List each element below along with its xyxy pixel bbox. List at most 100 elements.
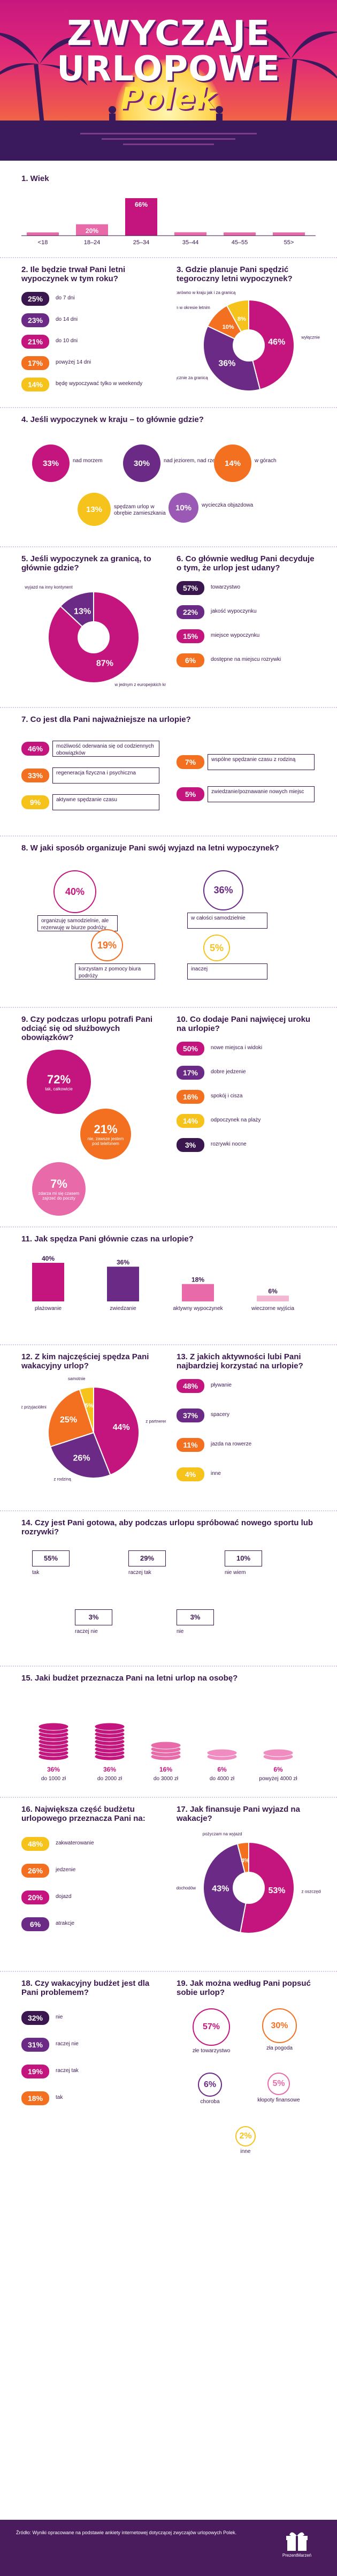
q18-label: raczej nie bbox=[56, 2041, 79, 2047]
q10-pct: 3% bbox=[177, 1138, 204, 1152]
q1-tick-label: 35–44 bbox=[182, 239, 199, 246]
q6-pct: 57% bbox=[177, 581, 204, 595]
q12-slice-label: z przyjaciółmi bbox=[21, 1405, 47, 1410]
q4-bubble: 14% bbox=[214, 445, 251, 482]
q16-label: jedzenie bbox=[56, 1867, 76, 1873]
q17-slice-label: z bieżących dochodów bbox=[177, 1886, 196, 1890]
q8-bubble: 19% bbox=[91, 929, 123, 961]
q11-bar-value: 18% bbox=[192, 1276, 204, 1284]
q3-donut-hole bbox=[233, 329, 265, 361]
q1-tick-label: <18 bbox=[38, 239, 48, 246]
q10-label: spokój i cisza bbox=[211, 1093, 243, 1099]
q19-label: złe towarzystwo bbox=[192, 2048, 231, 2054]
q19-label: inne bbox=[240, 2149, 251, 2155]
q9-bubble: 72% tak, całkowicie bbox=[27, 1050, 91, 1114]
q1-bar bbox=[27, 232, 59, 236]
q5-slice-value: 87% bbox=[96, 659, 113, 668]
q12-slice-value: 25% bbox=[60, 1415, 77, 1425]
q15-coin-chart: 36% do 1000 zł 36% do 2000 zł 16% do 3000 zł 6… bbox=[38, 1722, 297, 1782]
logo: PrezentMarzeń bbox=[278, 2530, 316, 2558]
q1-bar bbox=[273, 232, 305, 236]
q12-slice bbox=[48, 1388, 95, 1448]
q11-bar-value: 40% bbox=[42, 1255, 55, 1262]
q12-slice bbox=[49, 1432, 111, 1479]
q8-label: inaczej bbox=[187, 963, 267, 980]
q12-slice-label: samotnie bbox=[68, 1376, 86, 1381]
q17-slice-value: 43% bbox=[212, 1885, 229, 1894]
q1-bar-value: 4% bbox=[235, 235, 244, 243]
q12-slice bbox=[79, 1386, 94, 1433]
q9-pct: 72% bbox=[47, 1072, 71, 1086]
q5-slice-label: w jednym z europejskich krajów bbox=[114, 682, 166, 687]
q2-label: będę wypoczywać tylko w weekendy bbox=[56, 381, 143, 387]
q3-slice-label: wyłącznie za granicą bbox=[177, 375, 208, 380]
q13-label: spacery bbox=[211, 1412, 230, 1418]
q15-bar-value: 6% bbox=[273, 1766, 283, 1773]
q18-label: raczej tak bbox=[56, 2068, 79, 2074]
q12-slice-value: 26% bbox=[73, 1454, 90, 1463]
q7-label: wspólne spędzanie czasu z rodziną bbox=[208, 754, 315, 770]
q9-pct: 21% bbox=[94, 1122, 118, 1136]
q10-title: 10. Co dodaje Pani najwięcej uroku na ur… bbox=[177, 1015, 311, 1033]
q16-pct: 26% bbox=[21, 1864, 49, 1878]
q14-label: raczej tak bbox=[128, 1570, 151, 1576]
q9-title: 9. Czy podczas urlopu potrafi Pani odcią… bbox=[21, 1015, 153, 1042]
q2-pct: 23% bbox=[21, 313, 49, 327]
q14-pct: 55% bbox=[32, 1550, 70, 1566]
q11-tick-label: wieczorne wyjścia bbox=[251, 1306, 294, 1312]
q3-slice bbox=[248, 299, 295, 390]
q2-pct: 21% bbox=[21, 335, 49, 349]
q17-slice-label: pożyczam na wyjazd bbox=[203, 1832, 242, 1836]
q18-title: 18. Czy wakacyjny budżet jest dla Pani p… bbox=[21, 1979, 150, 1997]
q11-bar bbox=[182, 1284, 214, 1301]
q7-label: zwiedzanie/poznawanie nowych miejsc bbox=[208, 786, 315, 802]
q1-title: 1. Wiek bbox=[21, 174, 49, 183]
q2-pct: 14% bbox=[21, 378, 49, 391]
q5-slice-label: wyjazd na inny kontynent bbox=[24, 585, 73, 590]
q15-title: 15. Jaki budżet przeznacza Pani na letni… bbox=[21, 1674, 238, 1683]
q10-pct: 16% bbox=[177, 1090, 204, 1104]
q11-tick-label: zwiedzanie bbox=[110, 1306, 136, 1312]
q3-slice-label: zarówno w kraju jak i za granicą bbox=[177, 290, 236, 295]
hero-header: ZWYCZAJE URLOPOWE Polek bbox=[0, 0, 337, 161]
q7-title: 7. Co jest dla Pani najważniejsze na url… bbox=[21, 715, 191, 724]
q15-coin bbox=[38, 1722, 69, 1731]
q14-label: nie wiem bbox=[225, 1570, 246, 1576]
q8-bubble: 5% bbox=[203, 935, 230, 961]
q6-pct: 6% bbox=[177, 653, 204, 667]
q16-label: zakwaterowanie bbox=[56, 1840, 94, 1846]
q13-pct: 11% bbox=[177, 1438, 204, 1452]
q11-bar bbox=[107, 1267, 139, 1301]
q1-tick-label: 45–55 bbox=[232, 239, 248, 246]
q9-label: nie, zawsze jestem pod telefonem bbox=[87, 1136, 124, 1146]
q7-pct: 7% bbox=[177, 755, 204, 769]
q7-pct: 46% bbox=[21, 742, 49, 756]
q3-slice-value: 36% bbox=[218, 359, 235, 368]
q13-pct: 37% bbox=[177, 1408, 204, 1422]
q4-label: nad morzem bbox=[73, 458, 103, 464]
q5-donut-hole bbox=[78, 621, 110, 653]
q18-label: tak bbox=[56, 2095, 63, 2100]
q12-title: 12. Z kim najczęściej spędza Pani wakacy… bbox=[21, 1352, 149, 1370]
q8-label: w całości samodzielnie bbox=[187, 913, 267, 929]
q11-title: 11. Jak spędza Pani głównie czas na urlo… bbox=[21, 1234, 194, 1244]
q19-label: choroba bbox=[200, 2099, 220, 2105]
q11-bar bbox=[32, 1263, 64, 1301]
q15-coin bbox=[94, 1722, 125, 1731]
logo-text: PrezentMarzeń bbox=[282, 2553, 312, 2558]
q15-bar-value: 36% bbox=[103, 1766, 116, 1773]
q4-label: spędzam urlop w obrębie zamieszkania bbox=[114, 504, 166, 516]
q7-label: regeneracja fizyczna i psychiczna bbox=[52, 767, 159, 784]
q18-pct: 19% bbox=[21, 2065, 49, 2078]
q9-label: tak, całkowicie bbox=[45, 1086, 73, 1091]
q9-bubble: 7% zdarza mi się czasem zajrzeć do poczty bbox=[32, 1162, 86, 1216]
q1-bar-value: 4% bbox=[38, 235, 48, 243]
q6-label: jakość wypoczynku bbox=[211, 608, 257, 614]
palm-silhouettes bbox=[0, 27, 337, 134]
q1-bar-value: 6% bbox=[186, 235, 195, 243]
q10-label: rozrywki nocne bbox=[211, 1141, 247, 1147]
q4-bubble: 30% bbox=[123, 445, 160, 482]
q15-tick-label: do 2000 zł bbox=[97, 1776, 122, 1782]
q10-pct: 50% bbox=[177, 1042, 204, 1056]
